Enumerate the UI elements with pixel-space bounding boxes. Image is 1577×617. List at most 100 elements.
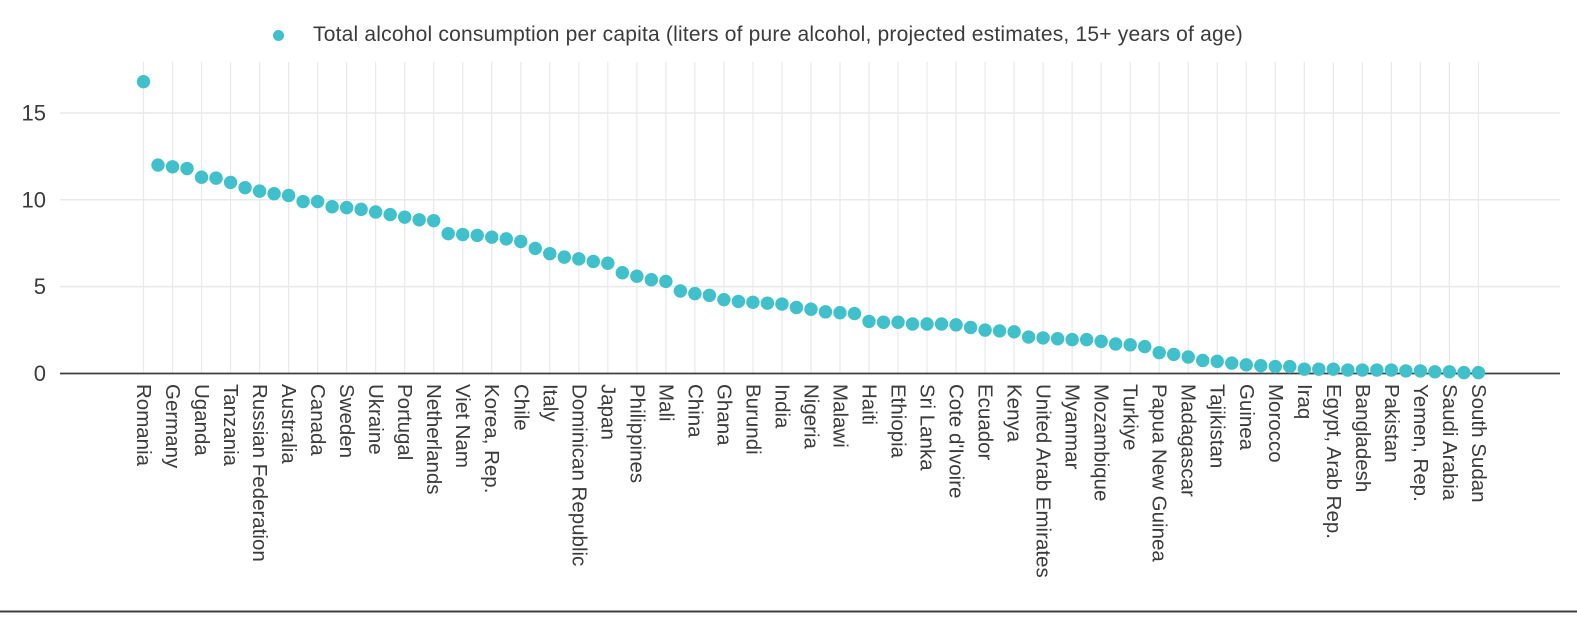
data-point[interactable] [1283, 359, 1297, 374]
data-point[interactable] [543, 246, 557, 261]
data-point[interactable] [934, 317, 949, 331]
data-point[interactable] [862, 314, 876, 329]
data-point[interactable] [920, 317, 934, 331]
data-point[interactable] [441, 226, 455, 241]
data-point[interactable] [499, 232, 513, 246]
data-point[interactable] [238, 180, 252, 195]
data-point[interactable] [1457, 365, 1471, 380]
data-point[interactable] [717, 292, 731, 307]
data-point[interactable] [891, 315, 905, 329]
data-point[interactable] [586, 254, 601, 269]
data-point[interactable] [949, 318, 963, 332]
data-point[interactable] [746, 295, 760, 309]
data-point[interactable] [194, 170, 209, 184]
x-axis-country-label: Germany [161, 384, 184, 469]
data-point[interactable] [528, 241, 542, 256]
data-point[interactable] [833, 306, 847, 320]
data-point[interactable] [978, 323, 992, 337]
data-point[interactable] [296, 194, 310, 209]
data-point[interactable] [514, 234, 528, 249]
legend[interactable]: Total alcohol consumption per capita (li… [273, 22, 1243, 48]
data-point[interactable] [354, 202, 368, 217]
data-point[interactable] [1196, 353, 1210, 368]
data-point[interactable] [267, 187, 281, 201]
data-point[interactable] [1007, 325, 1021, 339]
data-point[interactable] [644, 273, 659, 287]
data-point[interactable] [659, 274, 673, 289]
data-point[interactable] [325, 200, 339, 214]
data-point[interactable] [1152, 345, 1166, 360]
data-point[interactable] [180, 161, 194, 176]
data-point[interactable] [1370, 363, 1384, 377]
data-point[interactable] [572, 252, 586, 266]
data-point[interactable] [485, 230, 499, 244]
data-point[interactable] [1297, 362, 1312, 376]
data-point[interactable] [1036, 331, 1050, 345]
data-point[interactable] [731, 294, 746, 309]
data-point[interactable] [412, 213, 426, 227]
data-point[interactable] [252, 184, 267, 198]
data-point[interactable] [151, 158, 165, 172]
data-point[interactable] [615, 266, 630, 280]
data-point[interactable] [339, 200, 354, 215]
data-point[interactable] [1094, 334, 1108, 349]
data-point[interactable] [1137, 339, 1152, 354]
data-point[interactable] [1079, 332, 1094, 347]
data-point[interactable] [557, 250, 571, 264]
data-point[interactable] [905, 317, 920, 331]
x-axis-country-label: Saudi Arabia [1438, 384, 1461, 501]
data-point[interactable] [1181, 350, 1195, 364]
data-point[interactable] [1384, 363, 1399, 377]
data-point[interactable] [281, 188, 296, 203]
data-point[interactable] [1341, 363, 1355, 377]
data-point[interactable] [1268, 359, 1282, 374]
data-point[interactable] [1399, 364, 1413, 378]
data-point[interactable] [165, 160, 180, 174]
data-point[interactable] [1413, 364, 1428, 378]
data-point[interactable] [223, 175, 238, 190]
data-point[interactable] [601, 256, 615, 270]
data-point[interactable] [1065, 332, 1079, 347]
data-point[interactable] [1167, 347, 1181, 362]
data-point[interactable] [760, 296, 775, 310]
data-point[interactable] [847, 306, 862, 321]
data-point[interactable] [804, 302, 818, 316]
data-point[interactable] [1428, 365, 1442, 379]
data-point[interactable] [992, 324, 1007, 338]
data-point[interactable] [702, 288, 717, 303]
x-axis-country-label: Ghana [712, 384, 735, 446]
data-point[interactable] [1050, 332, 1065, 346]
data-point[interactable] [1442, 365, 1457, 379]
data-point[interactable] [383, 207, 397, 222]
data-point[interactable] [368, 205, 383, 219]
data-point[interactable] [789, 300, 804, 315]
data-point[interactable] [1225, 356, 1239, 370]
data-point[interactable] [427, 213, 441, 228]
x-axis-country-label: Romania [132, 384, 155, 467]
data-point[interactable] [688, 286, 702, 301]
data-point[interactable] [310, 194, 325, 209]
y-axis-tick-label: 15 [22, 100, 46, 125]
data-point[interactable] [818, 305, 833, 319]
data-point[interactable] [136, 74, 151, 89]
data-point[interactable] [1312, 362, 1326, 376]
data-point[interactable] [775, 297, 789, 311]
data-point[interactable] [1254, 358, 1268, 373]
x-axis-country-label: Portugal [393, 384, 416, 460]
data-point[interactable] [630, 269, 644, 283]
data-point[interactable] [1108, 337, 1123, 351]
data-point[interactable] [963, 320, 978, 335]
data-point[interactable] [673, 284, 688, 298]
data-point[interactable] [1355, 363, 1370, 377]
data-point[interactable] [470, 228, 484, 243]
data-point[interactable] [1123, 338, 1137, 352]
data-point[interactable] [1210, 354, 1224, 369]
data-point[interactable] [456, 227, 470, 242]
data-point[interactable] [1021, 330, 1036, 344]
data-point[interactable] [397, 210, 412, 224]
data-point[interactable] [209, 171, 223, 185]
data-point[interactable] [1471, 365, 1486, 380]
data-point[interactable] [1326, 362, 1341, 376]
data-point[interactable] [876, 315, 891, 329]
data-point[interactable] [1239, 358, 1253, 372]
